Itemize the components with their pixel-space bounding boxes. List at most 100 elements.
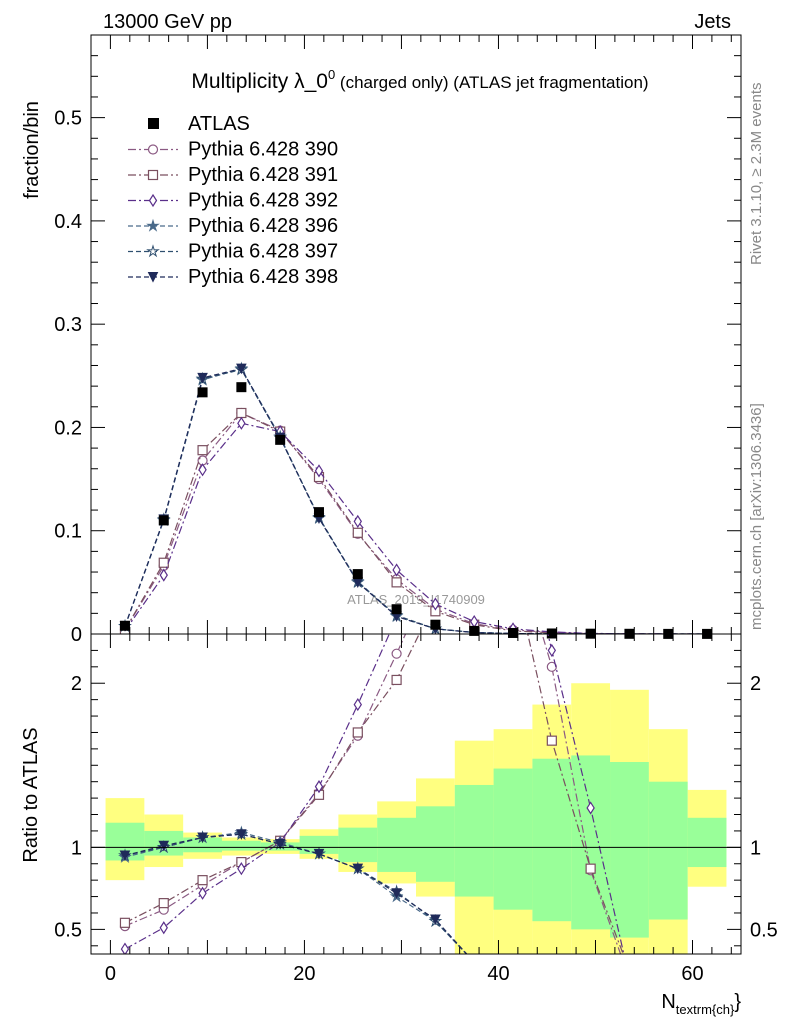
ratio-series-marker [391, 888, 402, 899]
band-green-bin [610, 762, 649, 938]
ratio-series-marker [198, 886, 207, 900]
band-green-bin [532, 758, 572, 922]
band-green-bin [493, 768, 533, 910]
atlas-data-point [352, 569, 363, 580]
ratio-series-marker [120, 942, 130, 954]
ratio-series-marker [119, 917, 131, 928]
atlas-data-point [119, 620, 130, 631]
ratio-series-marker [546, 735, 557, 746]
band-green-bin [338, 827, 378, 863]
legend-marker [146, 244, 160, 258]
band-green-bin [299, 835, 339, 854]
atlas-data-point [313, 507, 324, 518]
legend-label: Pythia 6.428 391 [188, 164, 338, 186]
ratio-y-tick-label: 1 [71, 837, 82, 859]
main-series-marker [236, 407, 247, 419]
legend-marker [147, 144, 159, 155]
ratio-series-marker [314, 779, 324, 794]
ratio-series-marker [237, 862, 246, 876]
plot-title: Multiplicity λ_00 (charged only) (ATLAS … [191, 67, 648, 93]
legend-marker [148, 193, 158, 208]
ratio-y-axis-label: Ratio to ATLAS [20, 727, 42, 862]
main-series-marker [236, 363, 247, 375]
band-green-bin [648, 781, 688, 920]
atlas-data-point [197, 387, 208, 398]
legend-marker [147, 169, 159, 181]
band-green-bin [377, 817, 416, 872]
ratio-series-line [124, 634, 622, 954]
main-series-marker [197, 372, 208, 384]
main-series-marker [431, 597, 440, 611]
ratio-series-marker [313, 848, 325, 860]
ratio-y-tick-label-right: 1 [750, 837, 761, 859]
ratio-series-marker [586, 801, 595, 815]
x-tick-label: 40 [487, 963, 509, 985]
ratio-series-marker [391, 648, 402, 659]
ratio-y-tick-label-right: 0.5 [750, 919, 778, 941]
band-green-bin [221, 840, 261, 851]
ratio-plot-frame [90, 633, 742, 955]
main-y-axis-label: fraction/bin [21, 101, 43, 199]
ratio-y-tick-label-right: 2 [750, 673, 761, 695]
legend-atlas-label: ATLAS [188, 113, 250, 135]
band-green-bin [183, 837, 222, 853]
legend-label: Pythia 6.428 397 [188, 241, 338, 263]
legend-marker [146, 218, 160, 232]
ratio-series-line [124, 831, 468, 954]
side-label-rivet: Rivet 3.1.10, ≥ 2.3M events [748, 83, 765, 266]
watermark: ATLAS_2019_I1740909 [347, 592, 485, 607]
ratio-series-marker [352, 727, 363, 738]
ratio-series-marker [119, 850, 131, 862]
main-series-marker [158, 557, 169, 568]
ratio-series-marker [274, 839, 286, 850]
band-green-bin [454, 784, 494, 897]
ratio-series-marker [159, 921, 168, 935]
legend-atlas-marker [148, 118, 159, 129]
ratio-series-marker [236, 829, 247, 840]
main-series-marker [392, 563, 401, 577]
side-label-mcplots: mcplots.cern.ch [arXiv:1306.3436] [748, 403, 765, 630]
ratio-y-tick-label: 2 [71, 673, 82, 695]
main-series-marker [391, 577, 402, 588]
main-y-tick-label: 0.2 [54, 417, 82, 439]
ratio-series-marker [353, 697, 363, 712]
ratio-series-marker [430, 914, 441, 926]
ratio-uncertainty-bands [105, 683, 727, 954]
atlas-data-point [236, 382, 247, 393]
x-axis-label: Ntextrm{ch}} [661, 991, 741, 1017]
x-tick-label: 20 [293, 963, 315, 985]
ratio-y-tick-label: 0.5 [54, 919, 82, 941]
ratio-series-marker [585, 863, 596, 874]
band-green-bin [687, 817, 727, 868]
ratio-series-marker [197, 875, 208, 886]
ratio-series-line [124, 634, 624, 954]
header-left: 13000 GeV pp [103, 11, 232, 33]
legend-label: Pythia 6.428 392 [188, 190, 338, 212]
legend-marker [147, 272, 159, 283]
x-tick-label: 60 [681, 963, 703, 985]
main-y-tick-label: 0.1 [54, 521, 82, 543]
main-y-tick-label: 0 [71, 624, 82, 646]
ratio-series-marker [197, 832, 208, 844]
atlas-data-point [469, 625, 480, 636]
ratio-series-line [124, 833, 468, 954]
ratio-series-marker [352, 863, 364, 875]
main-series-marker [198, 463, 207, 477]
atlas-data-point [158, 515, 169, 526]
legend-label: Pythia 6.428 390 [188, 139, 338, 161]
legend-label: Pythia 6.428 398 [188, 266, 338, 288]
main-series-marker [197, 445, 208, 456]
header-right: Jets [694, 11, 731, 33]
ratio-series-marker [158, 840, 170, 852]
atlas-data-point [275, 434, 286, 445]
ratio-series-marker [158, 898, 169, 909]
main-y-tick-label: 0.4 [54, 211, 82, 233]
atlas-data-point [546, 628, 557, 639]
legend: ATLAS Pythia 6.428 390 Pythia 6.428 391 Pyt… [128, 113, 338, 288]
legend-label: Pythia 6.428 396 [188, 215, 338, 237]
band-green-bin [571, 755, 611, 930]
ratio-series-marker [547, 643, 557, 658]
ratio-series-marker [391, 674, 402, 686]
main-series-marker [352, 527, 363, 538]
